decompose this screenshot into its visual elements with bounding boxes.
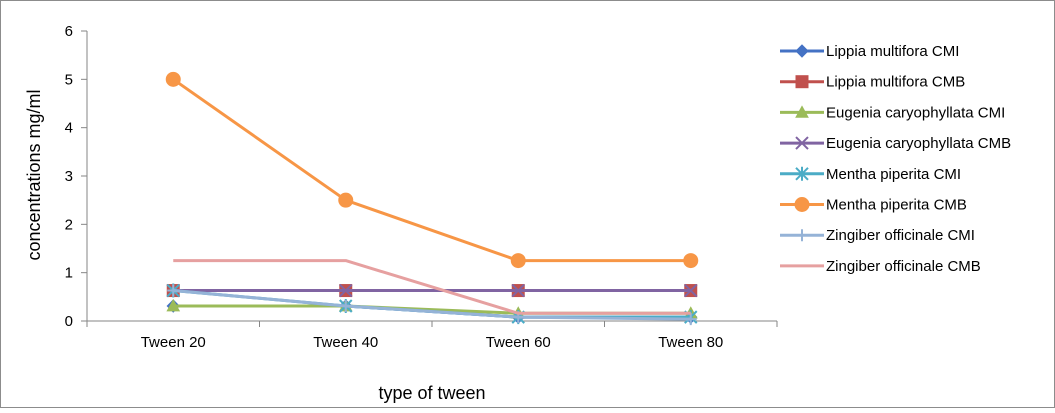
- x-tick-label: Tween 40: [313, 334, 378, 351]
- legend-label: Eugenia caryophyllata CMB: [826, 135, 1011, 152]
- x-tick-label: Tween 20: [141, 334, 206, 351]
- legend-entry: Lippia multifora CMI: [780, 43, 959, 60]
- x-tick-label: Tween 80: [658, 334, 723, 351]
- legend-label: Mentha piperita CMB: [826, 197, 967, 214]
- series-layer: [165, 71, 699, 326]
- series-line: [173, 289, 691, 321]
- data-point: [511, 283, 525, 298]
- x-axis-label: type of tween: [378, 383, 485, 403]
- legend-entry: Mentha piperita CMI: [780, 166, 961, 183]
- data-point: [338, 192, 354, 208]
- data-point: [166, 298, 181, 312]
- legend-entry: Mentha piperita CMB: [780, 197, 967, 214]
- data-point: [683, 253, 699, 269]
- legend-marker: [795, 166, 809, 181]
- series-line: [172, 78, 691, 263]
- legend-marker: [795, 44, 809, 58]
- legend-marker: [796, 229, 808, 242]
- legend-marker: [795, 136, 809, 150]
- legend-marker: [794, 197, 810, 212]
- series-7: [167, 284, 697, 326]
- y-axis-label: concentrations mg/ml: [24, 89, 44, 260]
- legend: Lippia multifora CMI Lippia multifora CMB…: [780, 43, 1011, 275]
- y-tick-label: 0: [65, 313, 73, 330]
- data-point: [684, 283, 698, 298]
- series-line: [173, 259, 691, 315]
- legend-entry: Zingiber officinale CMB: [780, 258, 981, 275]
- data-point: [339, 300, 352, 313]
- y-tick-label: 2: [65, 216, 73, 233]
- legend-marker: [795, 75, 809, 89]
- y-tick-label: 6: [65, 23, 73, 40]
- series-6: [165, 71, 699, 269]
- data-point: [510, 253, 526, 269]
- legend-label: Eugenia caryophyllata CMI: [826, 104, 1005, 121]
- data-point: [165, 71, 181, 87]
- data-point: [684, 313, 697, 326]
- legend-label: Zingiber officinale CMI: [826, 227, 975, 244]
- y-tick-label: 3: [65, 168, 73, 185]
- y-tick-label: 1: [65, 265, 73, 282]
- legend-entry: Eugenia caryophyllata CMI: [780, 104, 1005, 121]
- y-tick-label: 4: [65, 120, 73, 137]
- y-tick-label: 5: [65, 71, 73, 88]
- data-point: [167, 284, 180, 297]
- legend-label: Zingiber officinale CMB: [826, 258, 981, 275]
- legend-entry: Eugenia caryophyllata CMB: [780, 135, 1011, 152]
- axes: 0 1 2 3 4 5 6 Tween 20 Tween 40 Tween 60 Tween 80: [65, 23, 778, 351]
- legend-label: Lippia multifora CMB: [826, 74, 965, 91]
- legend-label: Lippia multifora CMI: [826, 43, 959, 60]
- x-tick-label: Tween 60: [486, 334, 551, 351]
- legend-label: Mentha piperita CMI: [826, 166, 961, 183]
- data-point: [339, 283, 353, 298]
- legend-entry: Lippia multifora CMB: [780, 74, 965, 91]
- series-8: [173, 259, 691, 315]
- legend-marker: [795, 105, 809, 118]
- legend-entry: Zingiber officinale CMI: [780, 227, 975, 244]
